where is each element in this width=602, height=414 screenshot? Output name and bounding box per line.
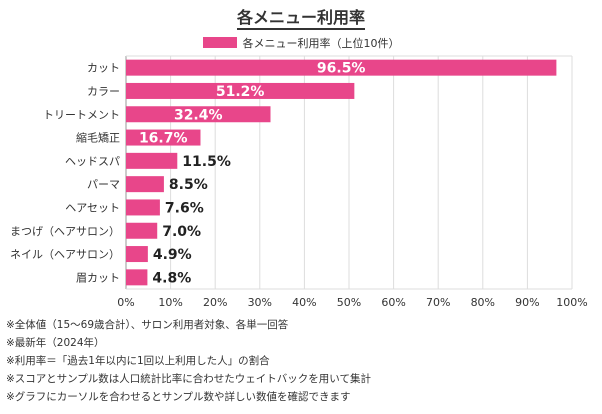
x-axis-tick-labels: 0% 10% 20% 30% 40% 50% 60% 70% 80% 90% 100% (117, 296, 587, 309)
bar[interactable] (126, 129, 201, 146)
value-label: 16.7% (139, 131, 188, 147)
footnote: ※スコアとサンプル数は人口統計比率に合わせたウェイトバックを用いて集計 (6, 373, 371, 385)
bar[interactable] (126, 152, 178, 169)
category-label: パーマ (87, 178, 120, 191)
x-tick-label: 90% (515, 296, 539, 309)
legend-swatch (202, 37, 237, 48)
category-label: カラー (87, 85, 120, 98)
x-tick-label: 70% (426, 296, 450, 309)
bar[interactable] (126, 82, 355, 99)
value-label: 96.5% (317, 61, 366, 77)
bar[interactable] (126, 222, 158, 239)
value-label: 7.0% (162, 224, 201, 240)
x-tick-label: 30% (248, 296, 272, 309)
x-tick-label: 60% (381, 296, 405, 309)
category-labels: カットカラートリートメント縮毛矯正ヘッドスパパーマヘアセットまつげ（ヘアサロン）… (10, 62, 120, 285)
bar[interactable] (126, 199, 160, 216)
footnote: ※全体値（15〜69歳合計）、サロン利用者対象、各単一回答 (6, 319, 289, 331)
footnote: ※利用率＝「過去1年以内に1回以上利用した人」の割合 (6, 355, 270, 367)
bar[interactable] (126, 269, 148, 286)
footnote: ※グラフにカーソルを合わせるとサンプル数や詳しい数値を確認できます (6, 391, 351, 403)
x-tick-label: 100% (556, 296, 587, 309)
value-label: 7.6% (165, 200, 204, 216)
bar-chart[interactable]: カットカラートリートメント縮毛矯正ヘッドスパパーマヘアセットまつげ（ヘアサロン）… (0, 0, 602, 316)
chart-legend[interactable]: 各メニュー利用率（上位10件） (0, 35, 602, 51)
value-label: 4.8% (152, 270, 191, 286)
bar[interactable] (126, 246, 148, 263)
category-label: カット (87, 62, 120, 75)
value-labels: 96.5% 51.2% 32.4% 16.7% 11.5% 8.5% 7.6% 7.0% 4.9… (139, 61, 366, 287)
value-label: 8.5% (169, 177, 208, 193)
x-tick-label: 40% (292, 296, 316, 309)
category-label: 縮毛矯正 (76, 131, 120, 145)
bar[interactable] (126, 106, 271, 123)
chart-title: 各メニュー利用率 (0, 4, 602, 30)
x-tick-label: 80% (471, 296, 495, 309)
x-tick-label: 50% (337, 296, 361, 309)
bar[interactable] (126, 59, 557, 76)
category-label: トリートメント (43, 108, 120, 121)
legend-label: 各メニュー利用率（上位10件） (242, 37, 400, 50)
category-label: ネイル（ヘアサロン） (10, 248, 120, 261)
category-label: ヘッドスパ (65, 155, 120, 168)
category-label: 眉カット (76, 271, 120, 284)
bars (126, 59, 557, 286)
footnote: ※最新年（2024年） (6, 337, 105, 349)
value-label: 32.4% (174, 107, 223, 123)
x-tick-label: 10% (158, 296, 182, 309)
value-label: 11.5% (182, 154, 231, 170)
category-label: ヘアセット (65, 201, 120, 214)
x-tick-label: 20% (203, 296, 227, 309)
value-label: 51.2% (216, 84, 265, 100)
x-tick-label: 0% (117, 296, 134, 309)
bar[interactable] (126, 176, 164, 193)
grid-lines (125, 55, 573, 290)
category-label: まつげ（ヘアサロン） (10, 225, 120, 238)
value-label: 4.9% (153, 247, 192, 263)
footnotes: ※全体値（15〜69歳合計）、サロン利用者対象、各単一回答 ※最新年（2024年… (6, 316, 371, 406)
